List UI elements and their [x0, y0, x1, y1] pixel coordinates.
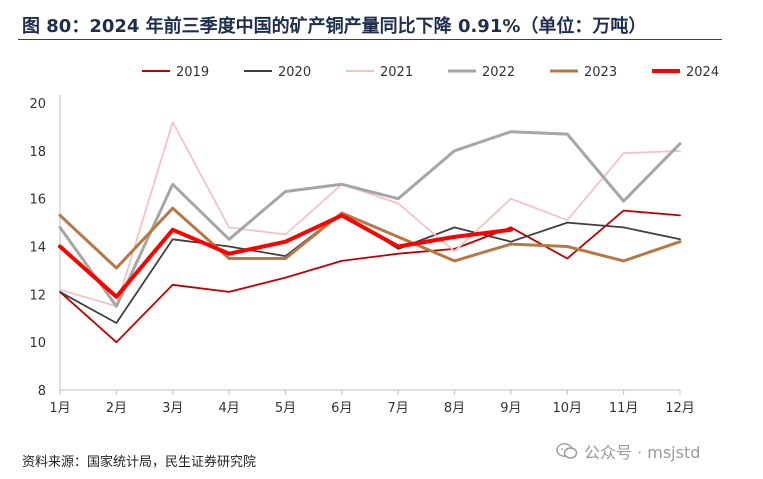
source-note: 资料来源：国家统计局，民生证券研究院 [22, 455, 257, 470]
x-tick-label: 12月 [665, 401, 695, 416]
x-tick-label: 1月 [49, 401, 70, 416]
figure-title: 图 80：2024 年前三季度中国的矿产铜产量同比下降 0.91%（单位：万吨） [22, 16, 647, 37]
x-tick-label: 7月 [388, 401, 409, 416]
y-tick-label: 14 [29, 241, 46, 256]
y-tick-label: 20 [29, 97, 46, 112]
wechat-icon [556, 443, 578, 459]
legend-label-2023: 2023 [584, 65, 617, 80]
y-tick-label: 18 [29, 145, 46, 160]
legend-label-2022: 2022 [482, 65, 515, 80]
y-tick-label: 8 [38, 384, 46, 399]
x-tick-label: 8月 [444, 401, 465, 416]
x-tick-label: 11月 [609, 401, 639, 416]
series-line-2023 [58, 206, 682, 270]
y-tick-label: 16 [29, 193, 46, 208]
x-tick-label: 2月 [106, 401, 127, 416]
x-tick-label: 3月 [162, 401, 183, 416]
y-tick-label: 12 [29, 288, 46, 303]
x-tick-label: 10月 [552, 401, 582, 416]
legend-label-2024: 2024 [686, 65, 719, 80]
x-tick-label: 6月 [331, 401, 352, 416]
legend-label-2021: 2021 [380, 65, 413, 80]
series-line-2019 [59, 209, 681, 344]
watermark-text: 公众号 · msjstd [584, 443, 701, 462]
x-tick-label: 4月 [218, 401, 239, 416]
title-divider [18, 39, 722, 40]
x-tick-label: 5月 [275, 401, 296, 416]
series-line-2024 [58, 213, 513, 299]
legend-label-2020: 2020 [278, 65, 311, 80]
watermark: 公众号 · msjstd [556, 439, 700, 463]
x-tick-label: 9月 [500, 401, 521, 416]
series-line-2021 [59, 121, 681, 308]
series-line-2022 [58, 130, 682, 308]
line-chart: 8 10 12 14 16 18 20 1月 2月 3月 4月 5月 6月 7月 8月 9月 10月 11月 12月… [29, 65, 719, 416]
y-tick-label: 10 [29, 336, 46, 351]
legend-label-2019: 2019 [176, 65, 209, 80]
